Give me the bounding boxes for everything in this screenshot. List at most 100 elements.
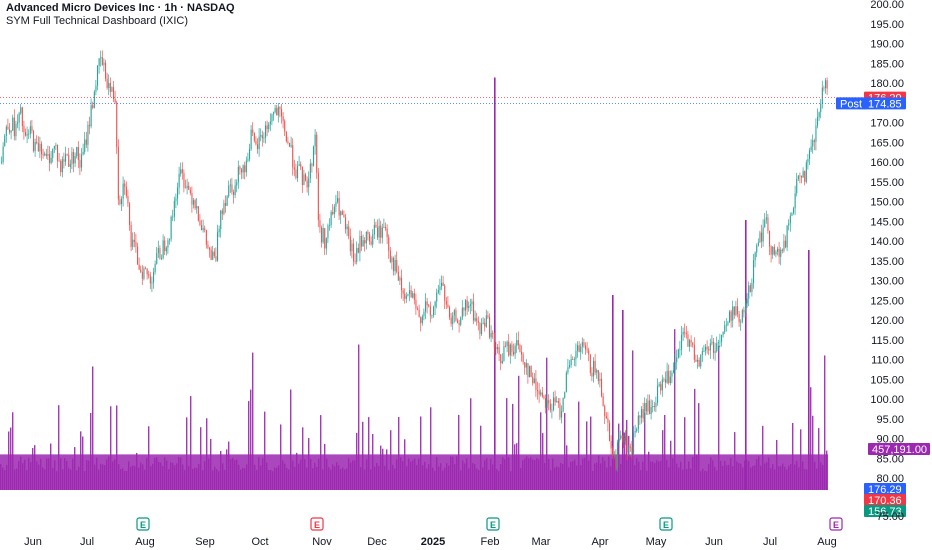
candle-down (191, 193, 193, 205)
candle-up (634, 431, 636, 433)
earnings-glyph: E (663, 520, 669, 530)
candle-up (383, 227, 385, 228)
candle-down (36, 141, 38, 144)
volume-bar (684, 417, 686, 490)
candle-down (767, 217, 769, 231)
time-tick-label: Aug (817, 536, 837, 548)
candle-up (391, 257, 393, 263)
candle-down (213, 251, 215, 256)
candle-up (746, 298, 748, 304)
candle-down (588, 350, 590, 355)
price-tick-label: 185.00 (870, 58, 904, 70)
candle-up (802, 171, 804, 178)
candle-down (225, 202, 227, 206)
candle-up (593, 360, 595, 377)
candle-up (786, 225, 788, 248)
candle-down (645, 402, 647, 412)
candle-down (332, 211, 334, 215)
candle-up (180, 169, 182, 174)
candle-up (308, 178, 310, 188)
earnings-marker[interactable]: E (659, 517, 673, 531)
volume-bar (116, 405, 118, 490)
volume-badge-bg (868, 443, 930, 455)
candle-up (509, 344, 511, 356)
candle-up (788, 223, 790, 226)
candle-up (65, 154, 67, 162)
candle-up (453, 310, 455, 316)
time-tick-label: Feb (481, 536, 500, 548)
volume-bar (320, 415, 322, 490)
price-tick-label: 160.00 (870, 157, 904, 169)
candle-down (594, 360, 596, 373)
candle-up (69, 164, 71, 167)
candle-down (415, 299, 417, 309)
symbol-title[interactable]: Advanced Micro Devices Inc · 1h · NASDAQ (6, 2, 235, 14)
candle-down (380, 225, 382, 238)
candle-up (546, 400, 548, 408)
earnings-marker[interactable]: E (486, 517, 500, 531)
candle-up (297, 165, 299, 179)
indicator-title[interactable]: SYM Full Technical Dashboard (IXIC) (6, 15, 188, 27)
candle-down (397, 271, 399, 281)
ma-price-badge-bg (864, 505, 906, 517)
candle-down (316, 134, 318, 173)
low-price-badge-bg (864, 494, 906, 506)
candle-up (81, 154, 83, 168)
candle-up (471, 301, 473, 305)
candle-up (425, 301, 427, 312)
candle-up (709, 343, 711, 351)
candle-down (221, 210, 223, 214)
candle-up (28, 133, 30, 135)
candle-down (311, 163, 313, 166)
candle-down (535, 378, 537, 391)
candle-up (18, 113, 20, 123)
candle-down (685, 332, 687, 335)
close-price-badge-text: 176.29 (868, 484, 902, 496)
candle-up (745, 303, 747, 313)
candle-down (601, 378, 603, 397)
candle-down (101, 57, 103, 65)
candle-down (135, 242, 137, 247)
candle-down (607, 418, 609, 423)
candle-up (165, 247, 167, 252)
candle-down (205, 229, 207, 245)
candle-down (37, 143, 39, 152)
earnings-marker[interactable]: E (829, 517, 843, 531)
candle-up (258, 136, 260, 150)
price-axis-bg (862, 0, 932, 518)
time-tick-label: Apr (591, 536, 608, 548)
candle-down (42, 154, 44, 156)
candle-up (569, 365, 571, 368)
earnings-marker[interactable]: E (136, 517, 150, 531)
candle-up (50, 157, 52, 164)
candle-up (628, 446, 630, 453)
candle-up (756, 245, 758, 253)
volume-bar (458, 414, 460, 490)
candle-down (442, 282, 444, 286)
candle-up (562, 397, 564, 412)
earnings-marker[interactable]: E (310, 517, 324, 531)
post-label-badge-bg (836, 97, 866, 110)
candle-up (250, 129, 252, 150)
candle-down (457, 320, 459, 324)
candle-up (727, 322, 729, 325)
candle-up (719, 341, 721, 343)
candle-down (404, 293, 406, 299)
candle-up (84, 139, 86, 152)
candle-down (649, 400, 651, 415)
candle-up (551, 409, 553, 411)
candle-down (660, 384, 662, 391)
candle-down (92, 105, 94, 108)
candle-down (341, 211, 343, 215)
candle-up (12, 117, 14, 131)
price-tick-label: 170.00 (870, 118, 904, 130)
price-tick-label: 140.00 (870, 236, 904, 248)
candle-up (220, 210, 222, 230)
candle-down (388, 237, 390, 251)
candle-up (701, 351, 703, 356)
candle-down (449, 307, 451, 318)
candle-up (725, 324, 727, 326)
candle-up (333, 206, 335, 215)
